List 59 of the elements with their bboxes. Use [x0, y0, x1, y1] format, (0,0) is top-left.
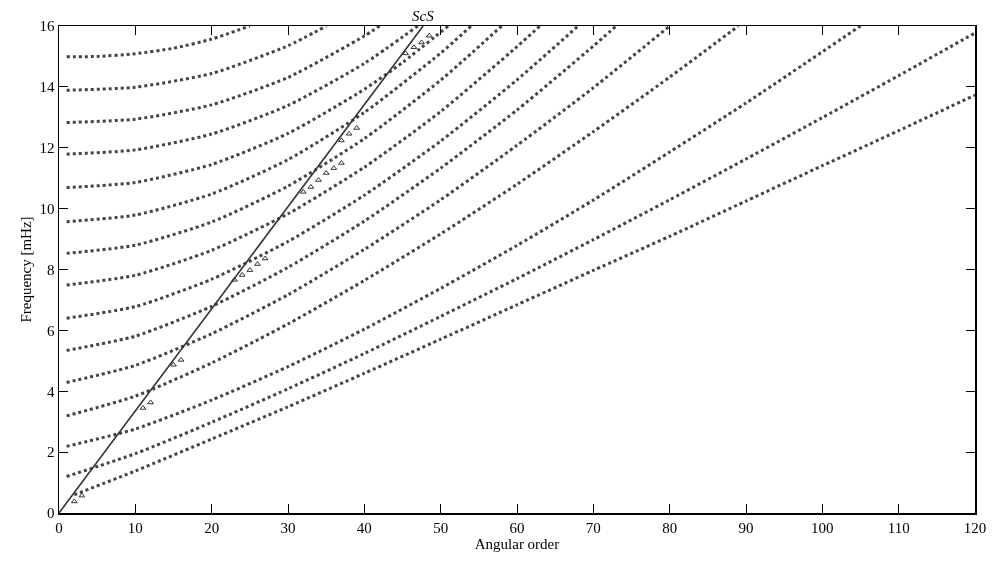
point: [353, 124, 361, 130]
line-series: [65, 26, 252, 59]
point: [345, 130, 353, 136]
line-series: [65, 26, 580, 320]
line-series: [65, 26, 740, 418]
point: [418, 39, 425, 45]
y-tick-label: 8: [47, 261, 55, 278]
line-series: [65, 26, 618, 352]
line-series: [65, 26, 450, 190]
point: [139, 404, 147, 410]
x-tick-label: 30: [280, 519, 296, 536]
x-tick-label: 70: [585, 519, 601, 536]
y-tick-label: 12: [39, 140, 55, 156]
point: [238, 271, 246, 277]
x-tick-label: 10: [127, 519, 143, 536]
y-tick-label: 4: [47, 383, 55, 400]
point: [410, 44, 418, 50]
line-series: [65, 26, 328, 92]
y-tick-label: 0: [47, 505, 55, 522]
x-tick-label: 80: [662, 519, 678, 536]
y-axis-title: Frequency [mHz]: [18, 216, 34, 323]
x-tick-label: 110: [887, 519, 910, 536]
line-series: [65, 26, 420, 156]
point: [338, 137, 345, 143]
line-series: [65, 26, 382, 124]
point: [402, 50, 409, 56]
y-tick-label: 10: [39, 200, 55, 217]
y-tick-label: 16: [39, 18, 55, 35]
line-series: [65, 26, 473, 224]
y-tick-label: 2: [47, 444, 55, 461]
point: [254, 261, 261, 266]
point: [177, 356, 185, 362]
annotation: ScS: [412, 8, 435, 24]
line-series: [65, 26, 672, 384]
x-tick-label: 60: [509, 519, 525, 536]
y-tick-label: 6: [47, 322, 55, 339]
y-tick-label: 14: [39, 79, 55, 96]
point: [315, 177, 322, 182]
line-series: [65, 26, 542, 287]
point: [147, 399, 154, 405]
x-axis-title: Angular order: [474, 536, 560, 553]
point: [425, 32, 433, 38]
point: [170, 361, 177, 367]
x-tick-label: 40: [356, 519, 372, 536]
point: [261, 255, 269, 261]
x-tick-label: 50: [433, 519, 449, 536]
x-tick-label: 90: [738, 519, 754, 536]
point: [338, 159, 345, 165]
line-series: [65, 31, 975, 478]
line-series: [72, 93, 975, 497]
point: [299, 188, 307, 194]
line-series: [65, 26, 862, 448]
point: [78, 492, 86, 498]
x-tick-label: 100: [811, 519, 834, 536]
x-tick-label: 20: [204, 519, 220, 536]
point: [70, 498, 78, 504]
line-series: [65, 26, 504, 255]
point: [231, 276, 238, 282]
x-tick-label: 120: [963, 519, 987, 536]
